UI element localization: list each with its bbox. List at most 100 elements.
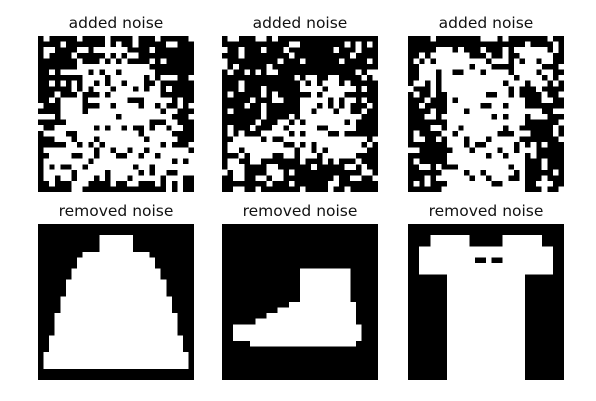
pixel [249, 125, 256, 131]
pixel [116, 290, 122, 297]
pixel [277, 97, 284, 103]
pixel [127, 102, 133, 109]
pixel [311, 307, 317, 314]
pixel [110, 80, 117, 87]
pixel [327, 268, 334, 275]
pixel [513, 329, 520, 336]
pixel [441, 114, 448, 120]
pixel [322, 302, 328, 308]
pixel [261, 141, 267, 148]
pixel [458, 97, 464, 103]
pixel [491, 69, 498, 76]
pixel [486, 141, 492, 148]
pixel [143, 130, 150, 137]
pixel [458, 329, 464, 336]
pixel [160, 114, 167, 120]
pixel [486, 80, 492, 87]
pixel [316, 341, 323, 347]
pixel [491, 374, 498, 380]
pixel [491, 318, 498, 325]
pixel [71, 341, 78, 347]
pixel [513, 296, 520, 303]
pixel [519, 296, 526, 303]
pixel [327, 313, 334, 319]
pixel [480, 108, 487, 115]
pixel [155, 169, 161, 176]
pixel [458, 374, 464, 380]
pixel [447, 141, 453, 148]
pixel [469, 335, 475, 342]
pixel [350, 307, 356, 314]
pixel [430, 235, 436, 241]
pixel [60, 69, 66, 76]
pixel [132, 346, 139, 353]
pixel [541, 52, 548, 59]
pixel [88, 63, 94, 70]
pixel [166, 318, 172, 325]
pixel [261, 335, 267, 342]
pixel [513, 63, 520, 70]
pixel [547, 251, 553, 258]
pixel [116, 75, 122, 81]
pixel [469, 374, 475, 380]
pixel [327, 114, 334, 120]
pixel [143, 302, 150, 308]
pixel [300, 268, 306, 275]
pixel [355, 41, 362, 48]
pixel [104, 52, 111, 59]
pixel [474, 346, 481, 353]
pixel [171, 75, 178, 81]
pixel [513, 240, 520, 247]
pixel [116, 91, 122, 98]
pixel [502, 47, 509, 53]
pixel [486, 318, 492, 325]
pixel [333, 268, 340, 275]
pixel [60, 102, 66, 109]
pixel [486, 268, 492, 275]
pixel [474, 307, 481, 314]
pixel [54, 329, 61, 336]
pixel [311, 302, 317, 308]
pixel [127, 296, 133, 303]
pixel [65, 357, 72, 364]
pixel [463, 175, 470, 181]
pixel [171, 318, 178, 325]
pixel [480, 313, 487, 319]
pixel [138, 80, 144, 87]
pixel [93, 63, 100, 70]
pixel [305, 108, 312, 115]
pixel [93, 47, 100, 53]
pixel [469, 186, 475, 192]
pixel [486, 75, 492, 81]
pixel [474, 119, 481, 126]
pixel [424, 75, 431, 81]
pixel [54, 153, 61, 159]
pixel [110, 97, 117, 103]
pixel [149, 147, 156, 154]
pixel [155, 324, 161, 330]
pixel [480, 125, 487, 131]
pixel [65, 169, 72, 176]
pixel [277, 341, 284, 347]
pixel [182, 363, 189, 369]
pixel [138, 296, 144, 303]
pixel [288, 169, 295, 176]
pixel [491, 341, 498, 347]
pixel [372, 75, 378, 81]
pixel [71, 119, 78, 126]
pixel [480, 346, 487, 353]
pixel [541, 186, 548, 192]
pixel [452, 268, 459, 275]
pixel [452, 58, 459, 64]
pixel [104, 164, 111, 170]
pixel [447, 63, 453, 70]
pixel [339, 119, 345, 126]
pixel [166, 363, 172, 369]
pixel [110, 268, 117, 275]
pixel [116, 335, 122, 342]
pixel [536, 240, 542, 247]
pixel [452, 180, 459, 187]
pixel [149, 363, 156, 369]
pixel [138, 285, 144, 291]
pixel [463, 75, 470, 81]
